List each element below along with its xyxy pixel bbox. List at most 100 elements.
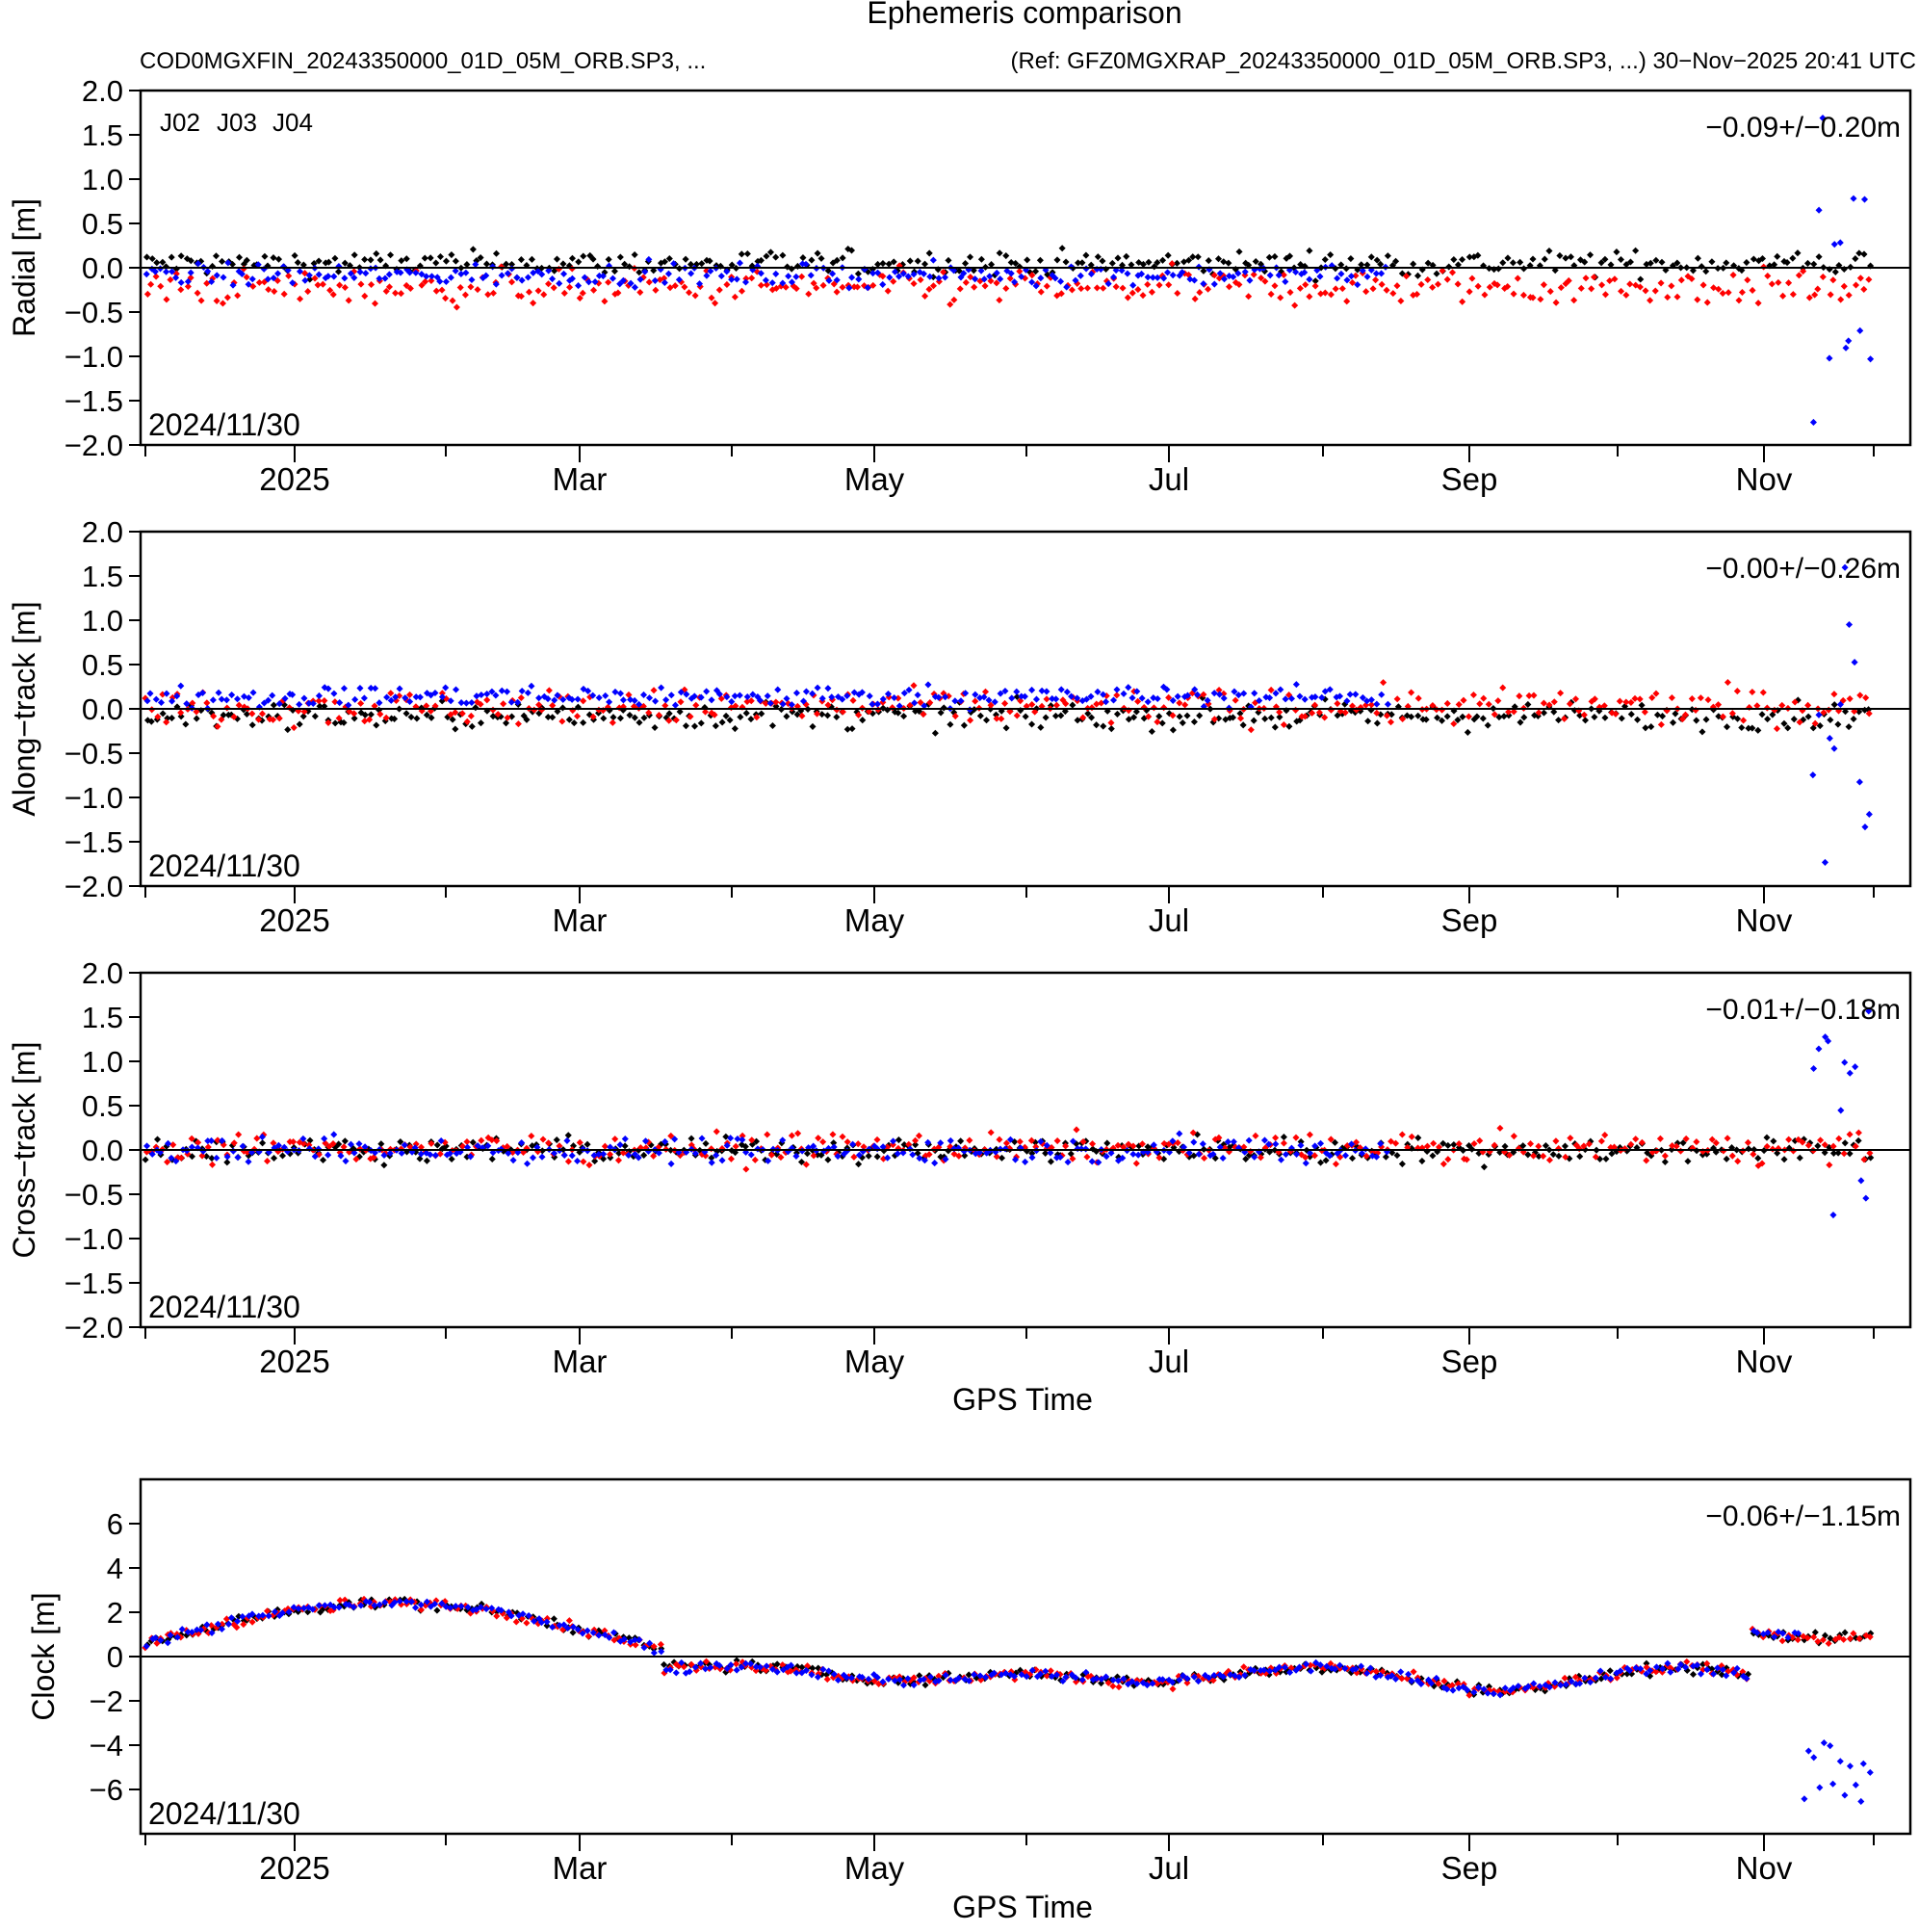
cross-j02-point [1047, 1158, 1054, 1165]
radial-j03-point [213, 297, 220, 304]
along-j02-point [284, 726, 292, 734]
along-j02-point [712, 722, 719, 730]
cross-j04-point [563, 1136, 571, 1144]
along-y-tick-label: 1.5 [82, 560, 123, 593]
radial-j02-point [1860, 250, 1868, 258]
along-j04-point [383, 693, 391, 701]
cross-y-tick-label: −1.0 [65, 1222, 123, 1256]
radial-j02-point [335, 268, 343, 275]
radial-date: 2024/11/30 [148, 407, 300, 442]
clock-stat: −0.06+/−1.15m [1705, 1501, 1901, 1532]
radial-j02-point [568, 254, 577, 262]
radial-j04-point [436, 277, 444, 285]
along-j04-point [779, 700, 787, 708]
clock-x-tick-label: Sep [1441, 1850, 1498, 1886]
along-j04-point [662, 696, 670, 704]
along-j03-point [463, 718, 471, 725]
cross-j04-point [229, 1147, 237, 1155]
radial-j03-point [392, 289, 400, 297]
radial-j02-point [1541, 255, 1548, 263]
cross-j04-point [1810, 1064, 1818, 1073]
cross-stat: −0.01+/−0.18m [1705, 994, 1901, 1026]
legend: J02 J03 J04 [160, 108, 313, 137]
radial-j04-point [254, 261, 262, 269]
along-points [142, 563, 1873, 866]
clock-x-title: GPS Time [952, 1890, 1093, 1924]
radial-j03-point [184, 282, 192, 290]
along-j04-point [387, 696, 395, 704]
radial-j03-point [357, 280, 365, 288]
radial-j03-point [1668, 282, 1675, 290]
radial-j04-point [977, 267, 985, 274]
along-j02-point [1190, 718, 1198, 726]
along-y-tick-label: 2.0 [82, 515, 123, 549]
clock-x-tick-label: May [844, 1850, 905, 1886]
radial-j03-point [1155, 281, 1163, 289]
along-j04-point [265, 696, 272, 704]
along-j04-point [492, 692, 500, 699]
along-j02-point [1196, 712, 1204, 719]
radial-j03-point [385, 283, 393, 291]
along-j03-point [1494, 697, 1502, 705]
along-y-tick-label: −0.5 [65, 737, 123, 770]
cross-j03-point [1826, 1162, 1833, 1169]
clock-j02-point [921, 1682, 929, 1689]
radial-j04-point [641, 268, 649, 275]
radial-j04-point [619, 276, 627, 284]
radial-j03-point [1016, 268, 1024, 275]
along-j04-point [296, 700, 303, 708]
radial-j03-point [566, 283, 574, 291]
along-j03-point [517, 694, 525, 702]
along-j03-point [672, 717, 680, 724]
radial-j04-point [651, 276, 659, 284]
along-j04-point [372, 685, 379, 692]
radial-j02-point [469, 246, 477, 253]
radial-j02-point [616, 253, 624, 261]
along-j03-point [489, 706, 497, 714]
radial-j02-point [187, 257, 194, 265]
along-j03-point [1154, 718, 1161, 726]
radial-j04-point [151, 268, 159, 275]
radial-j04-point [950, 267, 958, 274]
radial-j03-point [798, 273, 806, 280]
along-j03-point [1778, 701, 1786, 709]
radial-j03-point [406, 284, 414, 292]
along-j04-point [774, 686, 782, 693]
clock-j04-point [1804, 1747, 1812, 1755]
along-j04-point [957, 697, 965, 705]
along-j02-point [1647, 723, 1655, 731]
along-j02-point [631, 714, 638, 721]
clock-j04-point [1827, 1742, 1834, 1750]
along-j03-point [692, 701, 700, 709]
cross-j03-point [1854, 1129, 1862, 1136]
along-j04-point [412, 693, 420, 701]
radial-j04-point [376, 274, 383, 282]
along-j02-point [640, 714, 648, 721]
radial-j04-point [929, 256, 937, 264]
along-j03-point [1013, 712, 1021, 719]
cross-j02-point [448, 1155, 455, 1163]
cross-x-tick-label: May [844, 1344, 905, 1379]
along-j04-point [1240, 690, 1248, 697]
cross-date: 2024/11/30 [148, 1290, 300, 1324]
along-j04-point [905, 686, 913, 693]
cross-j02-point [1841, 1139, 1849, 1147]
along-j02-point [768, 721, 776, 730]
along-j04-point [1826, 735, 1833, 743]
radial-j03-point [1321, 289, 1329, 297]
along-j03-point [1480, 694, 1488, 702]
radial-j03-point [1124, 294, 1131, 301]
cross-j04-point [667, 1160, 675, 1167]
along-j04-point [233, 695, 242, 703]
radial-j04-point [385, 271, 393, 278]
clock-j02-point [1689, 1670, 1698, 1679]
radial-j04-point [1856, 326, 1864, 334]
along-j02-point [1464, 728, 1471, 736]
cross-j02-point [377, 1140, 385, 1148]
radial-j04-point [560, 270, 568, 277]
radial-y-ticks: 2.0 1.5 1.0 0.5 0.0 −0.5 −1.0 −1.5 −2.0 [65, 74, 141, 462]
radial-j04-point [194, 260, 202, 268]
cross-y-tick-label: 1.5 [82, 1001, 123, 1034]
along-j02-point [1601, 714, 1609, 721]
radial-j03-point [1570, 297, 1578, 304]
